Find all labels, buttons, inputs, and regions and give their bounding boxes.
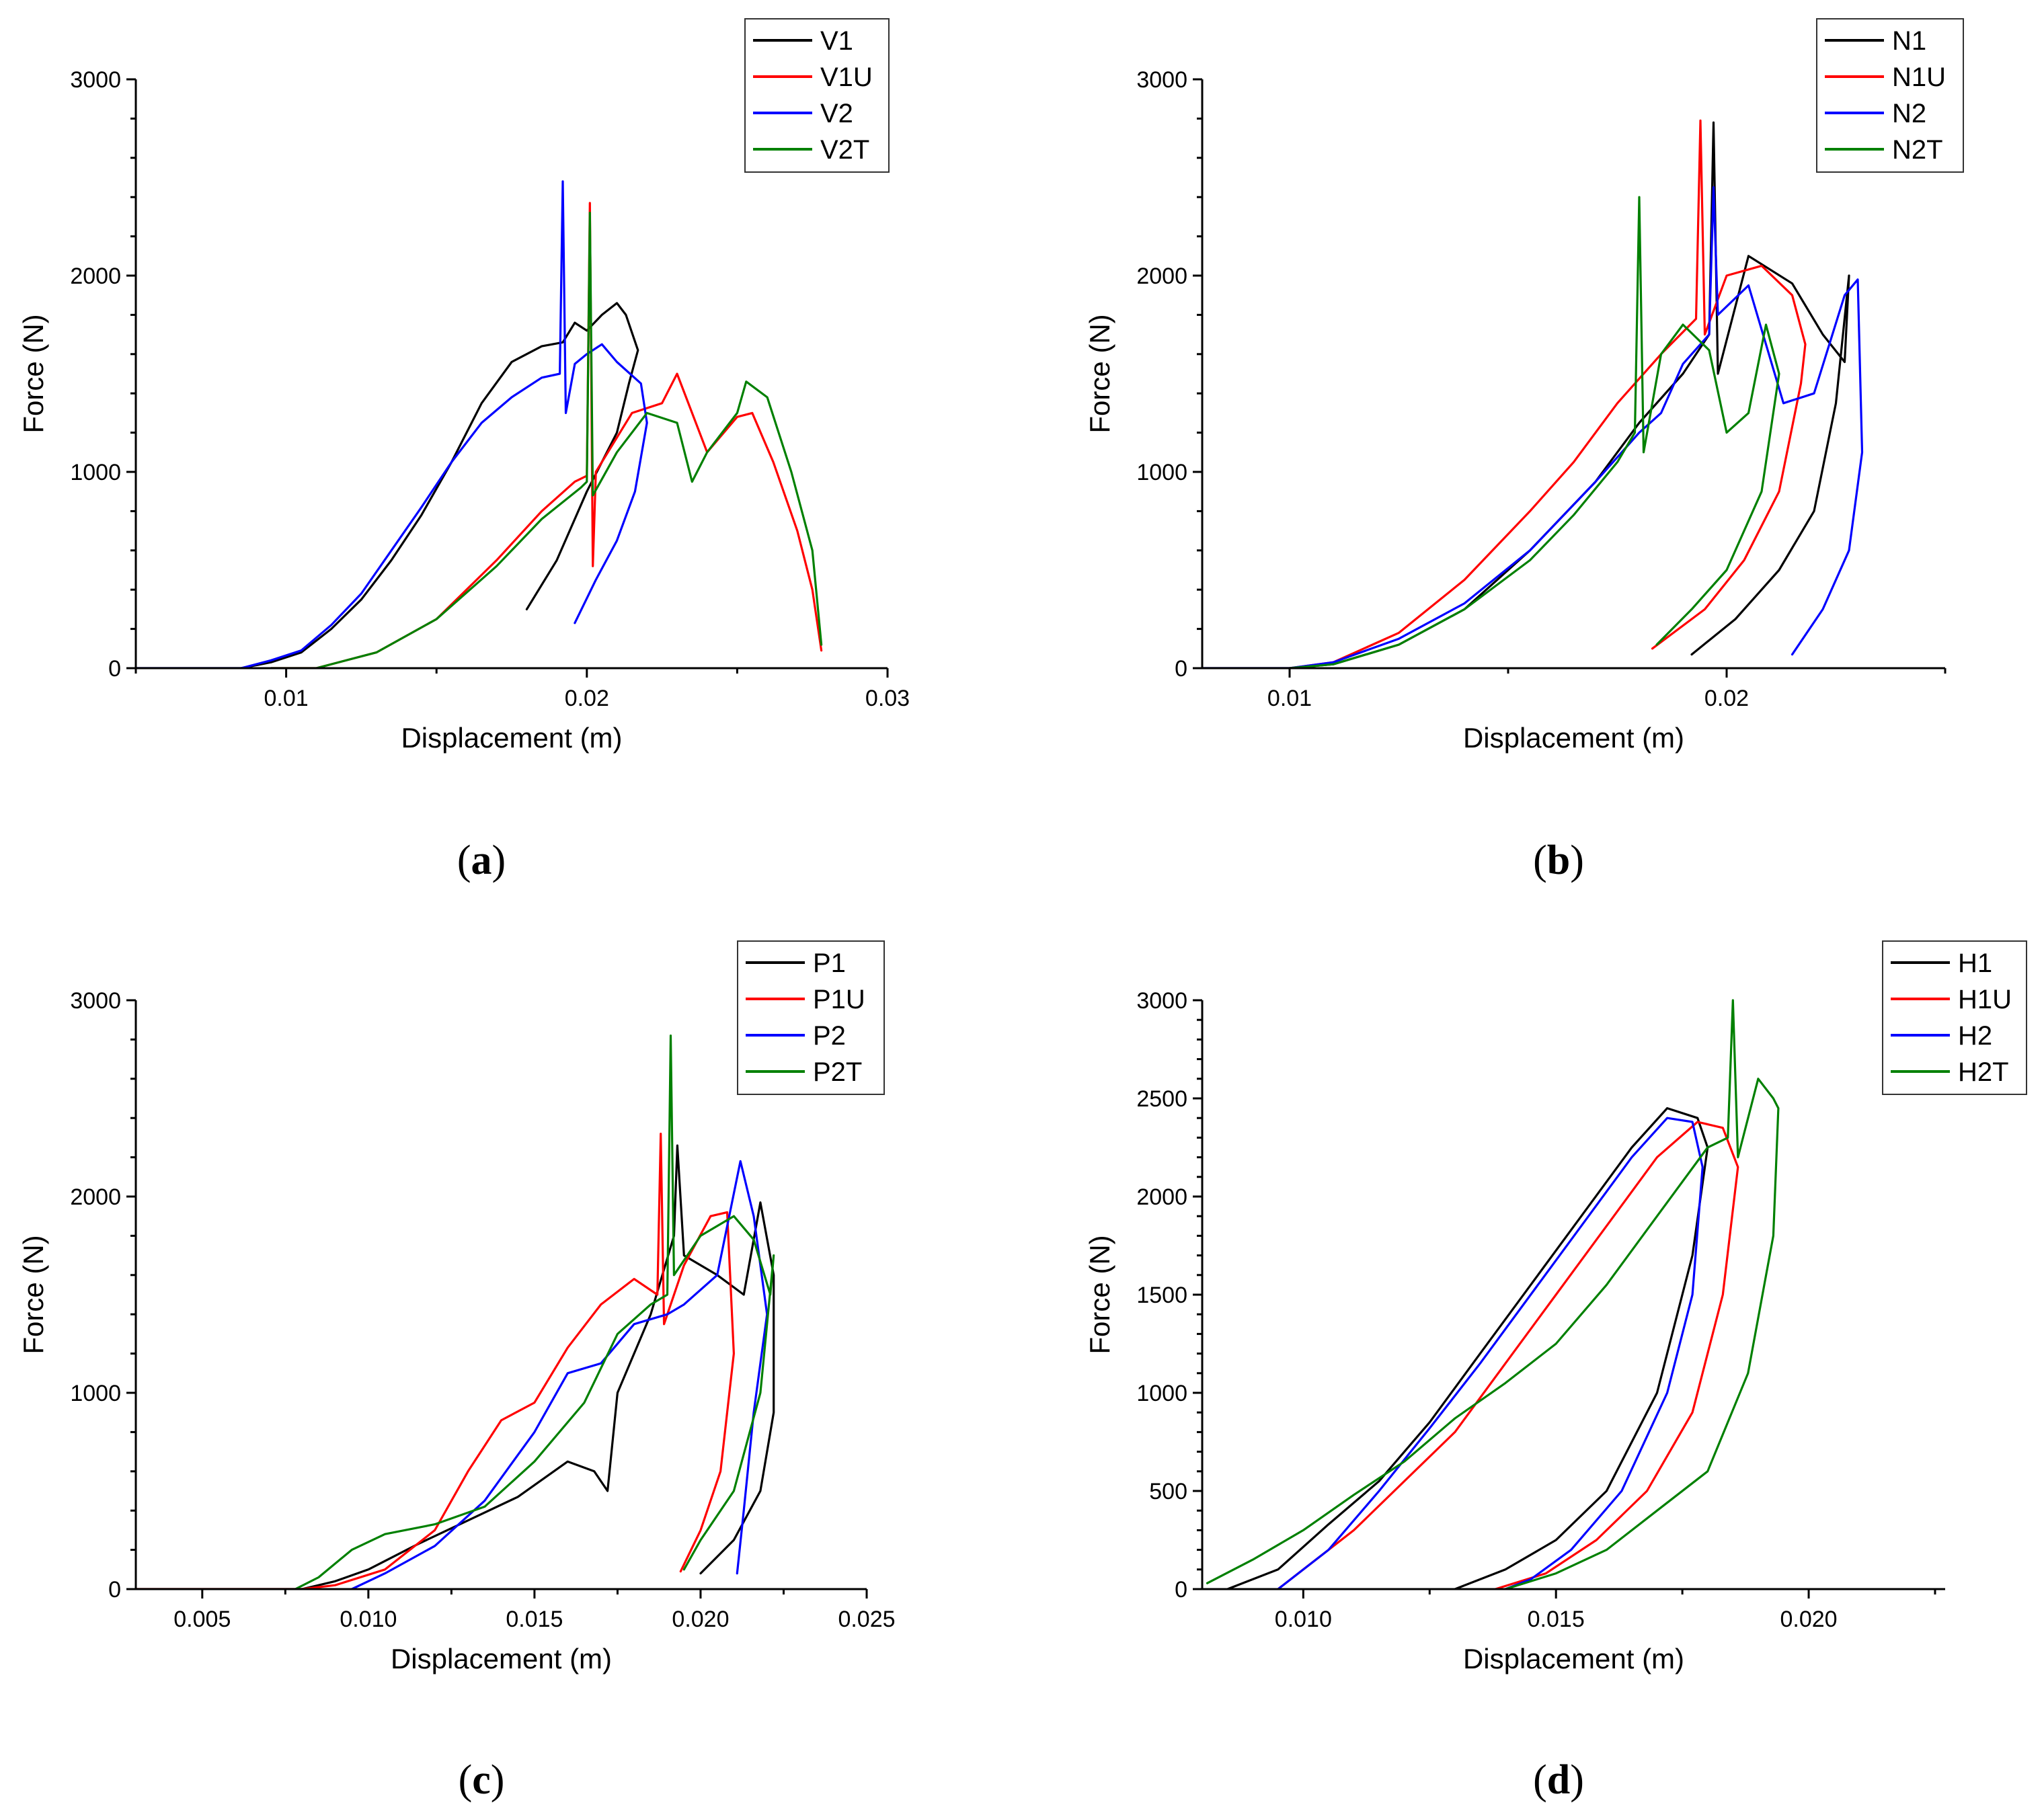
y-axis-title: Force (N) [17, 1235, 49, 1354]
series-line-H2T [1206, 999, 1780, 1589]
legend-label: H2T [1958, 1057, 2009, 1087]
legend-label: N2 [1892, 99, 1926, 128]
legend-label: V2 [820, 99, 853, 128]
y-axis-title: Force (N) [17, 314, 49, 433]
y-tick-label: 1000 [1136, 460, 1187, 485]
legend-label: H1 [1958, 948, 1992, 978]
y-tick-label: 0 [1175, 1577, 1187, 1603]
x-axis-title: Displacement (m) [401, 722, 622, 754]
x-tick-label: 0.005 [173, 1607, 231, 1632]
legend-label: N1 [1892, 26, 1926, 56]
y-tick-label: 2000 [70, 264, 121, 289]
y-tick-label: 0 [108, 656, 121, 682]
series-line-V2 [136, 180, 648, 668]
series-group [1202, 119, 1864, 668]
x-tick-label: 0.020 [672, 1607, 729, 1632]
series-line-H1U [1277, 1121, 1739, 1589]
series-group [1206, 999, 1780, 1589]
x-axis-title: Displacement (m) [391, 1643, 612, 1674]
y-tick-label: 500 [1149, 1479, 1187, 1504]
legend-frame [737, 940, 885, 1095]
legend-label: P2T [813, 1057, 862, 1087]
y-tick-label: 1000 [1136, 1381, 1187, 1406]
legend-label: P1U [813, 985, 865, 1014]
y-tick-label: 3000 [70, 988, 121, 1014]
legend: N1 N1U N2 N2T [1816, 18, 1964, 173]
legend-label: N1U [1892, 63, 1946, 92]
y-axis-title: Force (N) [1084, 314, 1115, 433]
legend-label: H2 [1958, 1021, 1992, 1051]
x-tick-label: 0.02 [565, 686, 609, 711]
legend-label: V1U [820, 63, 873, 92]
panel-d: 0 500 1000 1500 2000 2500 3000 0.010 0.015 0.020 D… [1084, 940, 2027, 1803]
legend: V1 V1U V2 V2T [744, 18, 890, 173]
legend-label: N2T [1892, 135, 1943, 165]
y-tick-label: 0 [108, 1577, 121, 1603]
x-tick-label: 0.025 [838, 1607, 895, 1632]
series-line-V2T [270, 212, 823, 668]
y-tick-label: 2000 [1136, 1184, 1187, 1210]
series-line-H1 [1226, 1106, 1709, 1589]
panel-letter: c [472, 1757, 491, 1803]
legend-label: P2 [813, 1021, 846, 1051]
y-tick-label: 1500 [1136, 1283, 1187, 1308]
series-group [136, 180, 823, 668]
y-tick-label: 2000 [70, 1184, 121, 1210]
series-line-P2 [350, 1160, 769, 1589]
panel-letter: a [471, 838, 492, 883]
panel-caption: (c) [459, 1757, 505, 1803]
y-tick-label: 3000 [70, 67, 121, 93]
legend-label: H1U [1958, 985, 2012, 1014]
series-group [136, 1034, 775, 1589]
series-line-P1 [136, 1144, 775, 1589]
x-tick-label: 0.010 [1275, 1607, 1332, 1632]
series-line-N2 [1202, 186, 1864, 668]
legend-label: V2T [820, 135, 869, 165]
series-line-N1U [1288, 119, 1807, 668]
series-line-N2T [1288, 196, 1780, 668]
y-axis-title: Force (N) [1084, 1235, 1115, 1354]
x-tick-label: 0.010 [340, 1607, 397, 1632]
x-tick-label: 0.020 [1780, 1607, 1837, 1632]
x-tick-label: 0.015 [506, 1607, 563, 1632]
x-tick-label: 0.015 [1528, 1607, 1585, 1632]
legend-frame [1816, 18, 1964, 173]
panel-letter: d [1547, 1757, 1570, 1803]
x-tick-label: 0.03 [865, 686, 910, 711]
series-line-V1 [136, 302, 639, 668]
y-tick-label: 3000 [1136, 988, 1187, 1014]
legend-frame [744, 18, 890, 173]
y-tick-label: 1000 [70, 460, 121, 485]
y-tick-label: 2000 [1136, 264, 1187, 289]
legend: P1 P1U P2 P2T [737, 940, 885, 1095]
panel-caption: (b) [1533, 838, 1584, 883]
series-line-V1U [270, 202, 823, 668]
x-axis-title: Displacement (m) [1463, 722, 1684, 754]
panel-a: 0 1000 2000 3000 0.01 0.02 0.03 Displacement (m… [17, 18, 910, 883]
x-axis-title: Displacement (m) [1463, 1643, 1684, 1674]
series-line-P1U [136, 1132, 736, 1589]
y-tick-label: 1000 [70, 1381, 121, 1406]
panel-c: 0 1000 2000 3000 0.005 0.010 0.015 0.020 0.025 Di… [17, 940, 896, 1803]
series-line-P2T [294, 1034, 775, 1589]
y-tick-label: 0 [1175, 656, 1187, 682]
y-tick-label: 3000 [1136, 67, 1187, 93]
panel-b: 0 1000 2000 3000 0.01 0.02 Displacement (m) For… [1084, 18, 1964, 883]
legend-label: P1 [813, 948, 846, 978]
x-tick-label: 0.01 [1267, 686, 1312, 711]
legend: H1 H1U H2 H2T [1882, 940, 2027, 1095]
legend-label: V1 [820, 26, 853, 56]
panel-caption: (d) [1533, 1757, 1584, 1803]
x-tick-label: 0.01 [264, 686, 309, 711]
panel-letter: b [1547, 838, 1570, 883]
legend-frame [1882, 940, 2027, 1095]
x-tick-label: 0.02 [1704, 686, 1749, 711]
panel-caption: (a) [457, 838, 506, 883]
series-line-H2 [1277, 1117, 1704, 1589]
y-tick-label: 2500 [1136, 1086, 1187, 1112]
